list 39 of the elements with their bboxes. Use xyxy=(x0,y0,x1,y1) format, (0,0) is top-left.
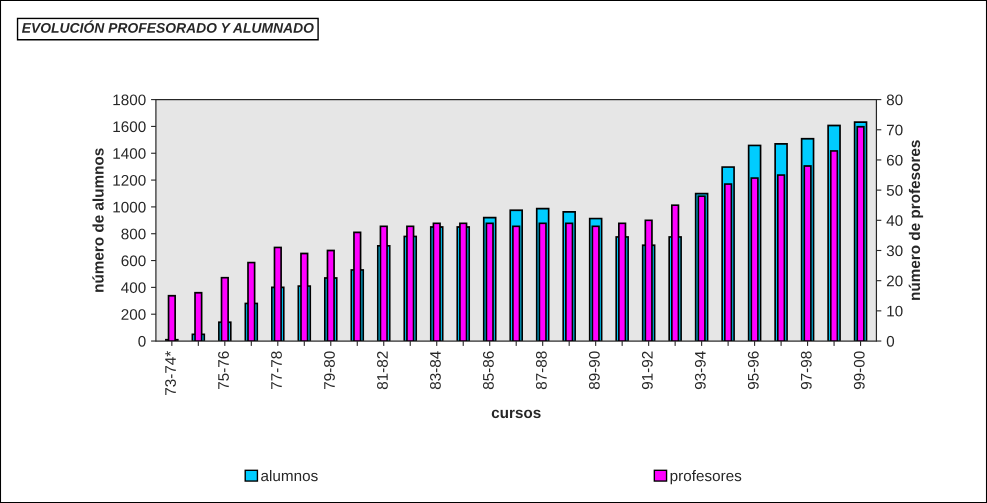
x-tick-label: 83-84 xyxy=(430,351,441,390)
y2-tick-label: 50 xyxy=(886,185,903,196)
y2-tick-label: 20 xyxy=(886,276,903,286)
y-tick-label: 1000 xyxy=(113,202,146,213)
x-tick-label: 73-74* xyxy=(165,350,176,395)
y2-tick-label: 0 xyxy=(886,336,894,347)
x-tick-label: 99-00 xyxy=(854,351,865,390)
x-axis-title: cursos xyxy=(492,410,541,418)
x-tick-label: 85-86 xyxy=(482,351,494,390)
y-tick-label: 400 xyxy=(121,282,146,294)
y-tick-label: 0 xyxy=(138,336,146,347)
y-tick-label: 600 xyxy=(122,255,146,266)
y2-tick-label: 70 xyxy=(886,124,903,136)
y-tick-label: 1200 xyxy=(113,174,146,186)
y-tick-label: 1400 xyxy=(113,148,146,159)
x-tick-label: 93-94 xyxy=(694,351,706,390)
y2-tick-label: 30 xyxy=(886,245,903,256)
x-tick-label: 81-82 xyxy=(377,352,388,390)
y2-tick-label: 80 xyxy=(886,94,903,106)
y2-tick-label: 60 xyxy=(886,154,903,166)
y2-tick-label: 10 xyxy=(887,306,903,317)
x-tick-label: 77-78 xyxy=(271,351,282,390)
x-tick-label: 91-92 xyxy=(642,352,653,390)
legend-label: profesores xyxy=(670,470,742,484)
x-tick-label: 79-80 xyxy=(324,351,335,390)
y2-tick-label: 40 xyxy=(886,215,903,226)
y-tick-label: 1600 xyxy=(113,121,146,132)
y-tick-label: 1800 xyxy=(113,94,146,106)
x-tick-label: 75-76 xyxy=(218,351,229,390)
y-tick-label: 200 xyxy=(122,309,146,320)
y-axis-title: número de alumnos xyxy=(92,148,104,292)
y2-axis-title: número de profesores xyxy=(908,140,924,300)
chart-title: EVOLUCIÓN PROFESORADO Y ALUMNADO xyxy=(22,20,314,33)
x-tick-label: 97-98 xyxy=(800,351,812,390)
x-tick-label: 87-88 xyxy=(536,351,547,390)
x-tick-label: 89-90 xyxy=(588,351,600,390)
x-tick-label: 95-96 xyxy=(748,351,759,390)
legend-label: alumnos xyxy=(261,470,318,482)
y-tick-label: 800 xyxy=(121,228,146,240)
